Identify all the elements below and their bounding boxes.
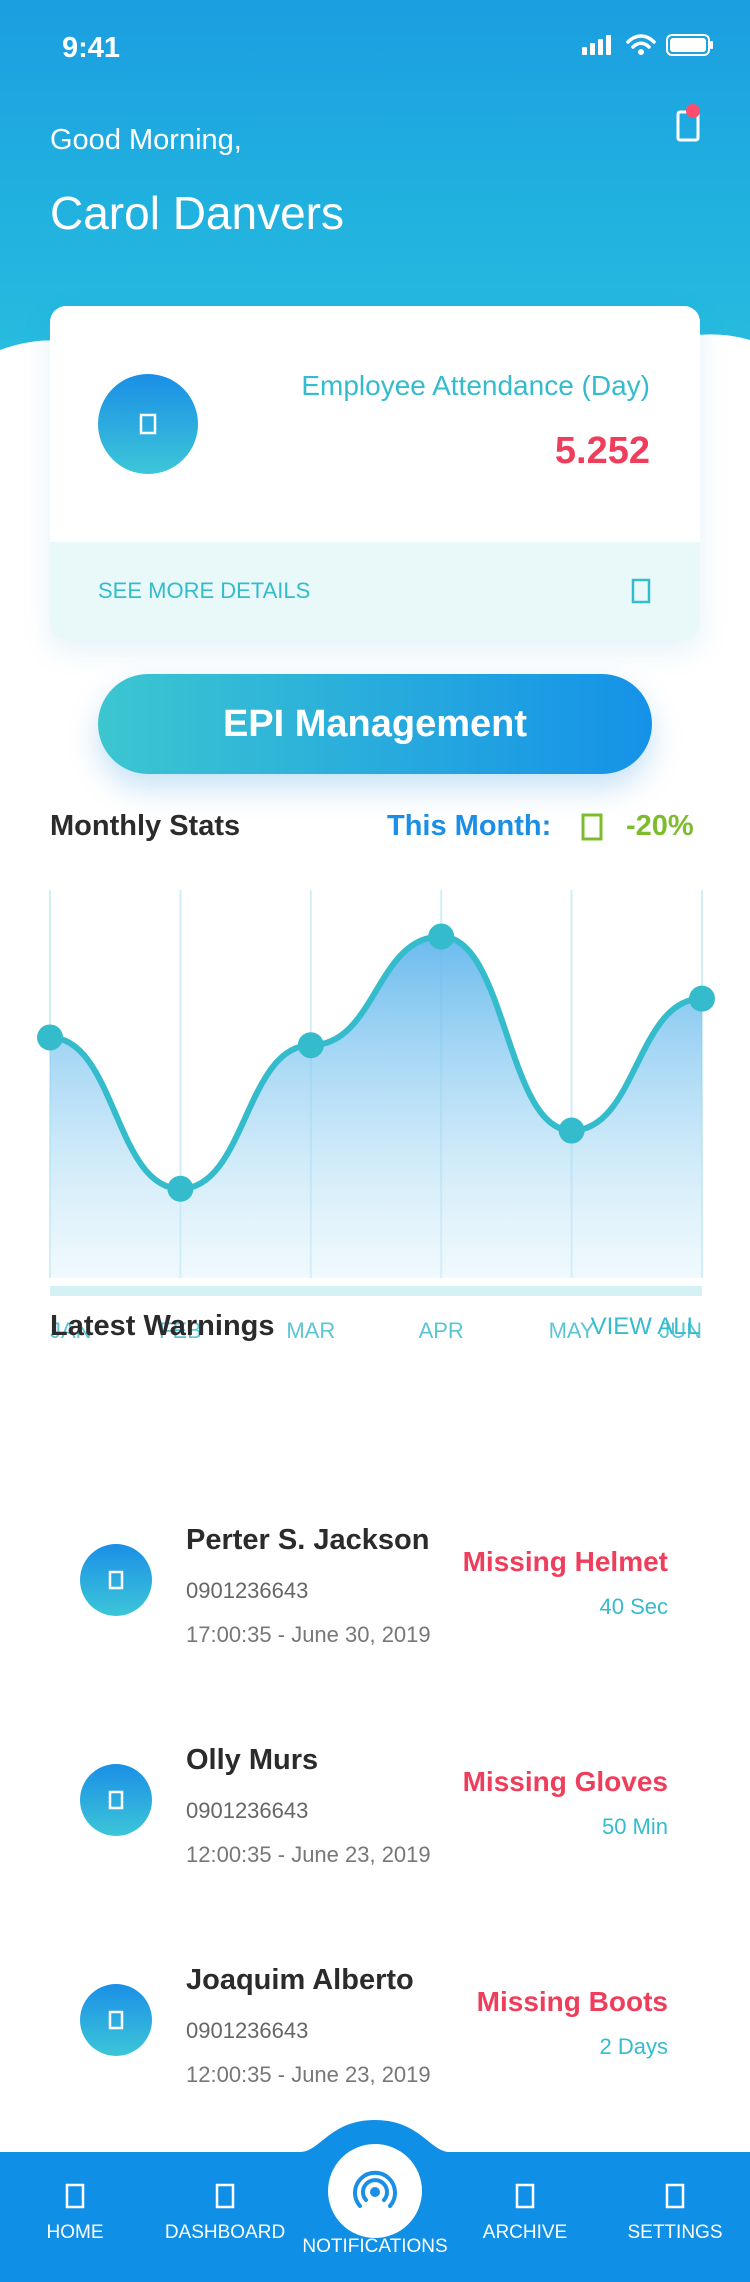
- warning-type: Missing Boots: [476, 1986, 668, 2017]
- archive-icon: [515, 2183, 535, 2209]
- warning-time: 17:00:35 - June 30, 2019: [186, 1622, 431, 1647]
- status-icons: [582, 34, 714, 56]
- nav-label-home: HOME: [46, 2222, 104, 2243]
- nav-item-dashboard[interactable]: DASHBOARD: [150, 2182, 300, 2244]
- wifi-icon: [626, 34, 656, 55]
- status-time: 9:41: [62, 32, 121, 64]
- warning-time: 12:00:35 - June 23, 2019: [186, 1842, 431, 1867]
- this-month-value: -20%: [626, 810, 694, 842]
- warning-avatar: [80, 1764, 152, 1836]
- warning-time: 12:00:35 - June 23, 2019: [186, 2062, 431, 2087]
- warning-name: Joaquim Alberto: [186, 1964, 414, 1996]
- warning-avatar: [80, 1544, 152, 1616]
- this-month-label: This Month:: [387, 810, 552, 842]
- warning-item[interactable]: Olly Murs 0901236643 12:00:35 - June 23,…: [80, 1744, 670, 1884]
- warning-item[interactable]: Joaquim Alberto 0901236643 12:00:35 - Ju…: [80, 1964, 670, 2104]
- chart-tick-label: MAY: [549, 1318, 595, 1343]
- latest-warnings-title: Latest Warnings: [50, 1310, 275, 1342]
- attendance-card: Employee Attendance (Day) 5.252 SEE MORE…: [50, 306, 700, 640]
- chart-line: [49, 933, 703, 1192]
- warning-phone: 0901236643: [186, 2018, 309, 2043]
- chart-tick-label: APR: [419, 1318, 464, 1343]
- attendance-icon: [139, 413, 157, 435]
- monthly-stats-chart: JAN FEB MAR APR MAY JUN: [37, 890, 715, 1343]
- user-name: Carol Danvers: [50, 187, 344, 239]
- warning-type: Missing Gloves: [462, 1766, 668, 1797]
- nav-label-settings: SETTINGS: [627, 2222, 723, 2243]
- worker-icon: [108, 2010, 124, 2030]
- warning-name: Perter S. Jackson: [186, 1524, 430, 1556]
- chart-point-feb: [167, 1175, 194, 1202]
- monthly-stats-title: Monthly Stats: [50, 810, 241, 842]
- nav-label-notifications: NOTIFICATIONS: [302, 2236, 448, 2257]
- settings-icon: [665, 2183, 685, 2209]
- battery-icon: [666, 34, 713, 56]
- home-icon: [65, 2183, 85, 2209]
- warning-type: Missing Helmet: [462, 1546, 668, 1577]
- chart-area: [50, 936, 702, 1278]
- warning-item[interactable]: Perter S. Jackson 0901236643 17:00:35 - …: [80, 1524, 670, 1664]
- warning-avatar: [80, 1984, 152, 2056]
- worker-icon: [108, 1570, 124, 1590]
- attendance-avatar: [98, 374, 198, 474]
- attendance-value: 5.252: [554, 430, 650, 472]
- nav-label-dashboard: DASHBOARD: [164, 2222, 286, 2243]
- nav-item-notifications[interactable]: [328, 2144, 422, 2238]
- worker-icon: [108, 1790, 124, 1810]
- dashboard-icon: [215, 2183, 235, 2209]
- view-all-link[interactable]: VIEW ALL: [590, 1313, 700, 1340]
- trend-down-icon: [581, 813, 603, 841]
- chart-point-may: [558, 1117, 585, 1144]
- signal-icon: [582, 35, 611, 55]
- chart-point-jan: [37, 1024, 63, 1051]
- chart-tick-label: JAN: [50, 1318, 92, 1343]
- chart-point-mar: [297, 1032, 324, 1059]
- warning-ago: 2 Days: [599, 2034, 668, 2059]
- see-more-details-label: SEE MORE DETAILS: [98, 578, 311, 603]
- warning-ago: 50 Min: [601, 1814, 668, 1839]
- nav-item-settings[interactable]: SETTINGS: [600, 2182, 750, 2244]
- chart-tick-label: JUN: [659, 1318, 702, 1343]
- nav-item-home[interactable]: HOME: [0, 2182, 150, 2244]
- nav-item-archive[interactable]: ARCHIVE: [450, 2182, 600, 2244]
- epi-management-button[interactable]: EPI Management: [98, 674, 652, 774]
- chart-tick-label: MAR: [286, 1318, 335, 1343]
- greeting-text: Good Morning,: [50, 124, 242, 156]
- notification-badge: [686, 104, 700, 118]
- warning-phone: 0901236643: [186, 1798, 309, 1823]
- warning-name: Olly Murs: [186, 1744, 319, 1776]
- chart-point-jun: [689, 985, 715, 1012]
- nav-label-archive: ARCHIVE: [482, 2222, 568, 2243]
- broadcast-icon: [353, 2170, 397, 2208]
- see-more-details-link[interactable]: SEE MORE DETAILS: [50, 542, 700, 640]
- details-arrow-icon: [631, 578, 651, 604]
- chart-tick-label: FEB: [159, 1318, 202, 1343]
- chart-point-apr: [428, 923, 455, 950]
- warning-phone: 0901236643: [186, 1578, 309, 1603]
- attendance-title: Employee Attendance (Day): [301, 370, 650, 401]
- warning-ago: 40 Sec: [599, 1594, 669, 1619]
- chart-baseline: [50, 1286, 702, 1296]
- header-background: [0, 0, 750, 360]
